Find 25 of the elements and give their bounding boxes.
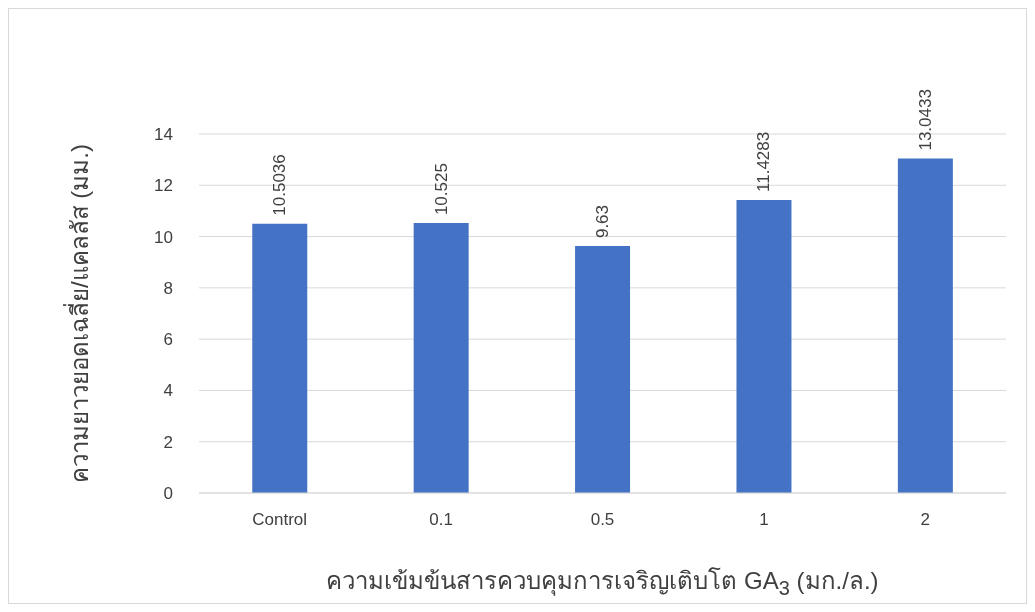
- x-axis-title: ความเข้มข้นสารควบคุมการเจริญเติบโต GA$_{3}$ (มก./ล.): [325, 566, 880, 600]
- data-label: 10.5036: [270, 154, 290, 216]
- y-tick-label: 12: [154, 176, 173, 196]
- data-label: 13.0433: [915, 89, 935, 151]
- bar: [736, 199, 792, 493]
- bar: [252, 223, 308, 493]
- data-label: 11.4283: [754, 131, 774, 192]
- y-tick-label: 0: [163, 484, 173, 504]
- x-tick-label: 0.1: [429, 510, 453, 530]
- y-tick-label: 2: [163, 432, 173, 452]
- x-tick-label: 1: [759, 510, 769, 530]
- bar: [575, 246, 631, 493]
- y-axis-title: ความยาวยอดเฉลี่ย/แคลลัส (มม.): [62, 144, 93, 483]
- y-tick-label: 6: [163, 330, 173, 350]
- bar: [897, 158, 953, 493]
- bar: [413, 223, 469, 493]
- y-tick-label: 14: [154, 125, 173, 145]
- y-tick-label: 10: [154, 227, 173, 247]
- y-tick-label: 4: [163, 381, 173, 401]
- x-tick-label: 2: [920, 510, 931, 530]
- y-tick-label: 8: [163, 278, 173, 298]
- x-tick-label: Control: [252, 510, 308, 530]
- data-label: 9.63: [593, 204, 613, 239]
- data-label: 10.525: [431, 163, 451, 216]
- x-tick-label: 0.5: [590, 510, 615, 530]
